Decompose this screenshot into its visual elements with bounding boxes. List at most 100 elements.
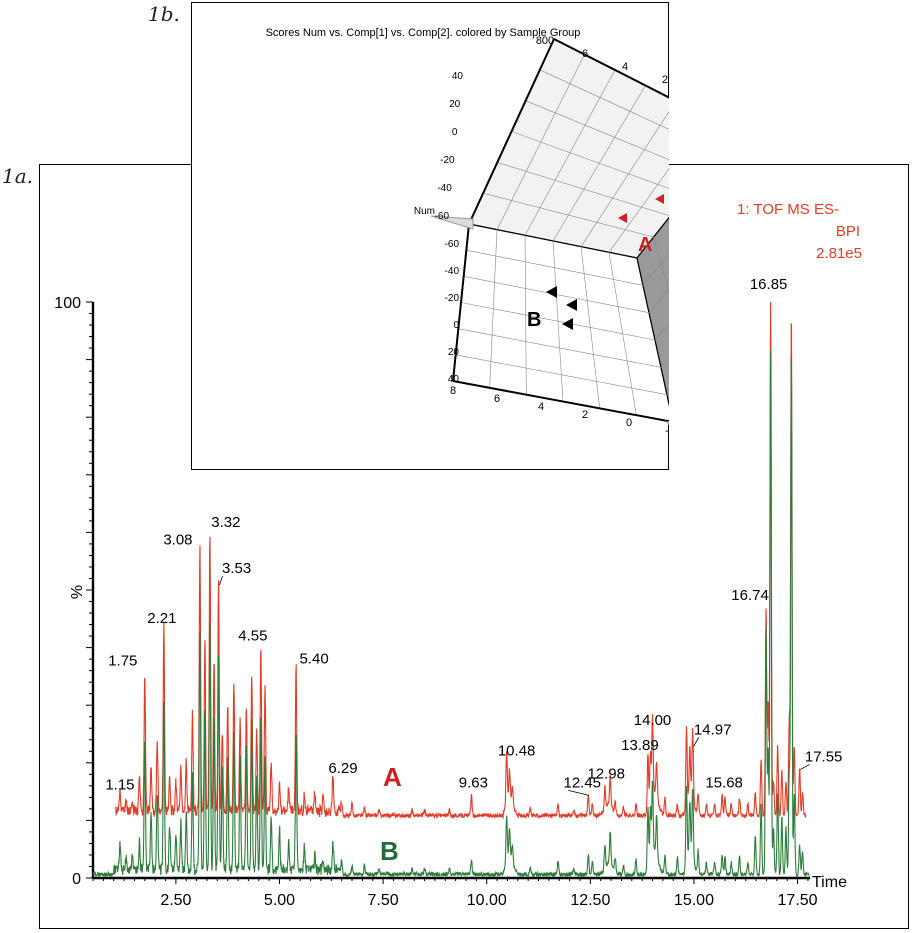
x-axis-label: Time [812, 874, 847, 891]
num-axis-label: Num [414, 206, 435, 217]
comp2-tick-label: 6 [582, 48, 588, 60]
score-point-a [618, 213, 627, 223]
edge-line [452, 223, 470, 382]
front-grid-line [455, 354, 668, 395]
peak-leader-line [693, 737, 700, 747]
front-grid-line [466, 249, 644, 286]
right-grid-line [648, 288, 669, 313]
front-grid-line [460, 302, 656, 341]
num-tick-label: -60 [445, 239, 460, 250]
top-num-tick-label: -20 [440, 155, 455, 166]
peak-label: 4.55 [238, 627, 267, 644]
y-tick-label: 100 [54, 295, 81, 312]
annotation-line: 2.81e5 [816, 245, 862, 262]
x-tick-label: 15.00 [674, 892, 714, 909]
comp1-tick-label: -60 [665, 425, 669, 437]
edge-line [553, 38, 669, 99]
panel-label-a: 1a. [2, 164, 34, 188]
comp2-tick-label: 4 [622, 61, 628, 73]
peak-label: 3.08 [163, 532, 192, 549]
num-axis-spike [430, 215, 474, 230]
peak-leader-line [219, 575, 223, 586]
num-tick-label: 0 [453, 320, 459, 331]
comp2-tick-label: 2 [662, 74, 668, 86]
comp1-tick-label: 0 [626, 417, 632, 429]
front-grid-line [458, 328, 662, 368]
comp1-tick-label: 8 [450, 385, 456, 397]
score-point-b [566, 299, 577, 311]
edge-line [468, 38, 555, 225]
peak-label: 1.75 [108, 652, 137, 669]
num-tick-label: -40 [445, 266, 460, 277]
peak-label: 17.55 [805, 748, 843, 765]
score-point-a [655, 194, 664, 204]
peak-label: 15.68 [705, 774, 743, 791]
top-grid-line [497, 162, 669, 216]
score-point-b [546, 286, 557, 298]
annotation-line: BPI [836, 223, 860, 240]
top-grid-line [539, 69, 669, 130]
top-grid-line [525, 100, 669, 161]
num-tick-label: 40 [448, 374, 460, 385]
series-label-a: A [383, 762, 402, 792]
peak-label: 13.89 [621, 737, 659, 754]
inset-frame: Scores Num vs. Comp[1] vs. Comp[2]. colo… [191, 2, 669, 470]
comp1-axis-spike [666, 421, 669, 426]
top-grid-line [511, 131, 669, 189]
score-point-b [562, 318, 573, 330]
peak-labels: 1.15 1.75 2.21 3.08 3.32 3.53 4.55 5.40 6.29 9.63… [105, 276, 843, 796]
peak-label: 12.98 [587, 766, 625, 783]
top-num-tick-label: 20 [449, 99, 461, 110]
x-tick-label: 5.00 [264, 892, 295, 909]
y-tick-label: 0 [72, 871, 81, 888]
comp1-tick-label: 2 [582, 409, 588, 421]
num-tick-label: 20 [448, 347, 460, 358]
x-tick-label: 10.00 [467, 892, 507, 909]
comp2-tick-label: 800 [536, 35, 554, 47]
peak-label: 10.48 [498, 743, 536, 760]
x-tick-label: 7.50 [368, 892, 399, 909]
panel-label-b: 1b. [148, 2, 180, 26]
top-num-tick-label: -60 [435, 211, 450, 222]
annotation-line: 1: TOF MS ES- [737, 201, 839, 218]
chromatogram-axes: 0 100% 2.50 5.00 7.50 10.00 12.50 15.00 17.50Tim… [54, 295, 847, 909]
series-label-b: B [380, 836, 399, 866]
trace-a-line [115, 301, 807, 820]
peak-label: 3.32 [211, 514, 240, 531]
x-tick-label: 2.50 [160, 892, 191, 909]
y-axis-label: % [69, 585, 86, 599]
peak-label: 9.63 [459, 774, 488, 791]
peak-label: 14.00 [634, 712, 672, 729]
peak-label: 16.85 [750, 276, 788, 293]
tof-ms-annotation: 1: TOF MS ES- BPI 2.81e5 [737, 201, 862, 262]
right-grid-line [642, 253, 669, 286]
top-grid-line [483, 192, 654, 238]
group-label-a: A [638, 234, 652, 256]
scores-title: Scores Num vs. Comp[1] vs. Comp[2]. colo… [266, 27, 581, 39]
peak-label: 14.97 [694, 721, 732, 738]
peak-label: 6.29 [328, 760, 357, 777]
x-tick-label: 17.50 [778, 892, 818, 909]
peak-label: 12.45 [563, 774, 601, 791]
peak-label: 5.40 [299, 651, 328, 668]
peak-label: 16.74 [731, 587, 769, 604]
peak-label: 2.21 [147, 610, 176, 627]
comp1-tick-label: 4 [538, 401, 544, 413]
x-tick-label: 12.50 [570, 892, 610, 909]
score-points: AB [527, 194, 664, 331]
top-num-tick-label: 40 [452, 71, 464, 82]
top-num-tick-label: 0 [452, 127, 458, 138]
trace-b-line [92, 350, 810, 879]
comp1-tick-label: 6 [494, 393, 500, 405]
edge-line [452, 380, 669, 423]
peak-label: 1.15 [105, 776, 134, 793]
scores-3d-plot: Scores Num vs. Comp[1] vs. Comp[2]. colo… [266, 27, 669, 437]
top-num-tick-label: -40 [437, 183, 452, 194]
num-tick-label: -20 [445, 293, 460, 304]
peak-leader-line [800, 764, 810, 770]
cube-planes [430, 38, 669, 426]
group-label-b: B [527, 309, 541, 331]
cube-tick-labels: -60-40-200204040200-20-40-6086420-608006… [414, 35, 669, 437]
peak-label: 3.53 [222, 560, 251, 577]
